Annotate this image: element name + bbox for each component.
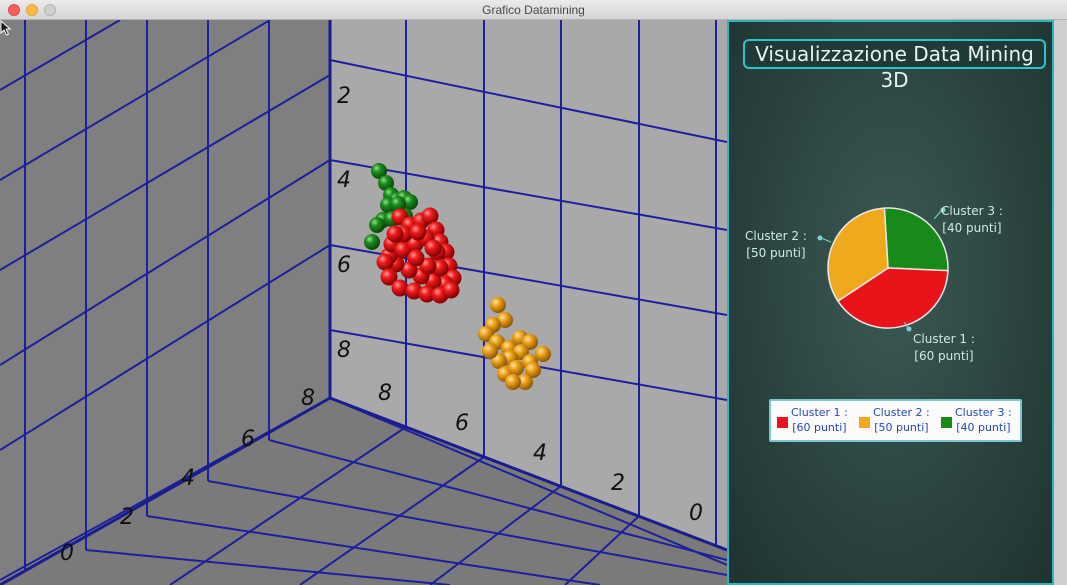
cluster-2-point [490,297,506,313]
cluster-1-point [405,282,423,300]
window-title: Grafico Datamining [482,3,585,17]
cluster-2-point [535,346,551,362]
pie-label-cluster-2: Cluster 2 : [50 punti] [745,228,807,262]
cluster-1-point [442,281,460,299]
cluster-2-point [525,362,541,378]
title-bar: Grafico Datamining [0,0,1067,20]
cluster-2-point [517,374,533,390]
cluster-1-point [421,207,439,225]
close-window-button[interactable] [8,4,20,16]
pie-slice-cluster-2 [827,207,889,303]
floor-tick: 4 [533,441,547,466]
pie-label-cluster-1: Cluster 1 : [60 punti] [913,331,975,365]
cluster-points [364,163,551,390]
legend-item-count: [60 punti] [792,421,847,434]
left-wall-tick: 2 [120,505,134,530]
mouse-cursor-icon [0,20,12,36]
pie-label-count: [60 punti] [914,349,974,363]
zoom-window-button[interactable] [44,4,56,16]
3d-scatter-canvas[interactable]: 2 4 6 8 0 2 4 6 8 8 6 4 2 0 [0,20,727,585]
legend-item-count: [40 punti] [956,421,1011,434]
pie-slice-cluster-3 [883,207,949,272]
cluster-2-point [508,360,524,376]
floor-tick: 6 [455,411,469,436]
legend-item-name: Cluster 2 : [873,406,930,419]
pie-label-cluster-3: Cluster 3 : [40 punti] [941,203,1003,237]
cluster-2-point [505,374,521,390]
3d-scatter-view[interactable]: 2 4 6 8 0 2 4 6 8 8 6 4 2 0 [0,20,727,585]
panel-title: Visualizzazione Data Mining 3D [743,39,1046,92]
cluster-1-point [386,225,404,243]
left-wall-tick: 6 [241,427,255,452]
cluster-2-point [497,312,513,328]
cluster-3-point [369,217,385,233]
cluster-3-point [371,163,387,179]
floor-tick: 0 [689,501,703,526]
window-edge [1054,20,1067,585]
cluster-2-point [482,343,498,359]
floor-tick-labels: 8 6 4 2 0 [378,381,703,526]
cluster-3-point [378,175,394,191]
left-wall-tick: 0 [60,541,74,566]
floor [0,398,727,585]
legend-item-name: Cluster 3 : [955,406,1012,419]
back-wall-tick: 6 [337,253,351,278]
cluster-2-point [478,326,494,342]
info-panel: Visualizzazione Data Mining 3D Cluster 2… [727,20,1054,585]
legend-swatch [941,417,952,428]
back-wall-tick: 8 [337,338,351,363]
pie-label-name: Cluster 2 : [745,229,807,243]
axis-edges [0,20,727,585]
chart-legend: Cluster 1 : [60 punti] Cluster 2 : [50 p… [769,399,1022,442]
legend-item-count: [50 punti] [874,421,929,434]
cluster-3-point [390,196,406,212]
back-wall-tick: 4 [337,168,351,193]
left-wall-tick: 4 [181,466,195,491]
back-wall-tick-labels: 2 4 6 8 [337,84,351,363]
cluster-3-point [364,234,380,250]
left-wall-tick: 8 [301,386,315,411]
cluster-1-point [418,285,436,303]
cluster-1-point [380,268,398,286]
back-wall-tick: 2 [337,84,351,109]
cluster-1-point [391,279,409,297]
floor-tick: 2 [611,471,625,496]
minimize-window-button[interactable] [26,4,38,16]
legend-item-name: Cluster 1 : [791,406,848,419]
pie-leader-lines [817,207,946,332]
left-wall-tick-labels: 0 2 4 6 8 [60,386,315,566]
legend-swatch [777,417,788,428]
legend-swatch [859,417,870,428]
cluster-1-point [409,223,427,241]
pie-label-name: Cluster 3 : [941,204,1003,218]
cluster-1-point [424,239,442,257]
cluster-1-point [407,249,425,267]
pie-label-count: [50 punti] [746,246,806,260]
pie-label-name: Cluster 1 : [913,332,975,346]
pie-label-count: [40 punti] [942,221,1002,235]
cluster-1-point [376,253,394,271]
pie-chart [817,207,949,332]
back-wall [330,20,727,550]
cluster-1-point [419,257,437,275]
floor-tick: 8 [378,381,392,406]
